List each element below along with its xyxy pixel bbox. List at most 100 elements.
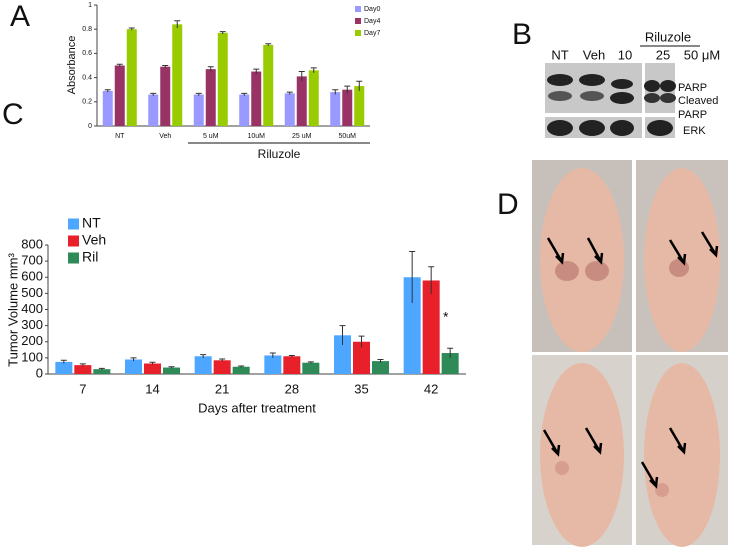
error-bar bbox=[162, 65, 169, 68]
y-tick-label: 1 bbox=[88, 2, 92, 9]
error-bar bbox=[409, 250, 416, 304]
bar bbox=[353, 341, 370, 374]
bar bbox=[263, 44, 274, 126]
bar bbox=[125, 359, 142, 374]
error-bar bbox=[241, 92, 248, 96]
error-bar bbox=[130, 357, 137, 362]
bar bbox=[126, 29, 137, 127]
bar bbox=[284, 93, 295, 126]
legend-swatch bbox=[68, 252, 79, 264]
y-tick-label: 0.8 bbox=[82, 26, 92, 33]
legend-label: Ril bbox=[82, 249, 98, 265]
panel-letter: A bbox=[10, 0, 30, 33]
error-bar bbox=[79, 363, 86, 367]
legend-swatch bbox=[68, 235, 79, 247]
error-bar bbox=[116, 63, 123, 67]
error-bar bbox=[310, 67, 317, 73]
bar bbox=[342, 89, 353, 126]
error-bar bbox=[298, 71, 305, 82]
y-tick-label: 300 bbox=[21, 317, 43, 332]
x-tick-label: 28 bbox=[285, 381, 299, 396]
legend-swatch bbox=[68, 218, 79, 230]
legend-label: Day4 bbox=[364, 18, 380, 25]
group-label: Riluzole bbox=[645, 29, 691, 44]
bar bbox=[93, 369, 111, 374]
bar bbox=[144, 363, 161, 374]
error-bar bbox=[149, 361, 156, 365]
y-tick-label: 0 bbox=[88, 123, 92, 130]
band-label: Cleaved bbox=[678, 95, 718, 107]
legend-label: NT bbox=[82, 215, 101, 231]
error-bar bbox=[265, 43, 272, 47]
error-bar bbox=[150, 92, 157, 96]
error-bar bbox=[238, 365, 245, 368]
x-tick-label: 25 uM bbox=[292, 133, 312, 140]
x-tick-label: 7 bbox=[79, 381, 86, 396]
band-label: PARP bbox=[678, 109, 707, 121]
bar bbox=[239, 94, 250, 126]
error-bar bbox=[307, 361, 314, 364]
error-bar bbox=[286, 91, 293, 95]
legend-swatch bbox=[355, 18, 361, 24]
y-tick-label: 100 bbox=[21, 349, 43, 364]
bar bbox=[205, 69, 216, 126]
band-label: PARP bbox=[678, 82, 707, 94]
y-tick-label: 600 bbox=[21, 269, 43, 284]
error-bar bbox=[339, 325, 346, 345]
bar bbox=[160, 66, 171, 126]
lane-label: 25 bbox=[656, 47, 670, 62]
legend-swatch bbox=[355, 6, 361, 12]
y-tick-label: 0 bbox=[36, 365, 43, 380]
error-bar bbox=[344, 85, 351, 94]
error-bar bbox=[104, 89, 111, 93]
bar bbox=[74, 365, 92, 374]
bar bbox=[55, 361, 73, 374]
error-bar bbox=[332, 89, 339, 95]
error-bar bbox=[207, 66, 214, 72]
y-tick-label: 0.2 bbox=[82, 99, 92, 106]
lane-label: Veh bbox=[583, 47, 605, 62]
bar bbox=[308, 70, 319, 126]
x-tick-label: Veh bbox=[159, 133, 171, 140]
panel-letter: C bbox=[2, 98, 24, 131]
y-tick-label: 400 bbox=[21, 301, 43, 316]
legend-swatch bbox=[355, 30, 361, 36]
y-tick-label: 700 bbox=[21, 253, 43, 268]
error-bar bbox=[356, 80, 363, 91]
y-axis-label: Tumor Volume mm³ bbox=[5, 253, 20, 367]
bar bbox=[330, 92, 341, 126]
bar bbox=[194, 356, 212, 374]
bar bbox=[441, 353, 459, 374]
x-tick-label: 5 uM bbox=[203, 133, 219, 140]
bar bbox=[302, 362, 320, 374]
bar bbox=[403, 277, 421, 374]
error-bar bbox=[219, 358, 226, 362]
x-tick-label: 35 bbox=[354, 381, 368, 396]
bar bbox=[296, 76, 307, 126]
error-bar bbox=[174, 20, 181, 28]
bar bbox=[148, 94, 159, 126]
bar bbox=[283, 356, 301, 374]
y-tick-label: 800 bbox=[21, 236, 43, 251]
panel-letter: D bbox=[497, 188, 519, 221]
bar bbox=[102, 90, 113, 126]
western-blot: NT Veh 10 25 50 μM Riluzole PARP Cleaved… bbox=[545, 29, 720, 138]
bar bbox=[334, 335, 351, 374]
panel-letter: B bbox=[512, 18, 532, 51]
legend-label: Day7 bbox=[364, 30, 380, 37]
bar bbox=[232, 366, 250, 374]
x-tick-label: 21 bbox=[215, 381, 229, 396]
y-axis-label: Absorbance bbox=[66, 36, 78, 95]
error-bar bbox=[98, 367, 105, 370]
bar bbox=[217, 32, 228, 126]
bar bbox=[163, 367, 180, 374]
annotation: * bbox=[443, 309, 449, 325]
group-label: Riluzole bbox=[258, 147, 301, 161]
error-bar bbox=[200, 354, 207, 358]
band-label: ERK bbox=[683, 125, 706, 137]
bar bbox=[213, 360, 231, 374]
error-bar bbox=[358, 335, 365, 348]
lane-label: 10 bbox=[618, 47, 632, 62]
lane-label: NT bbox=[551, 47, 568, 62]
